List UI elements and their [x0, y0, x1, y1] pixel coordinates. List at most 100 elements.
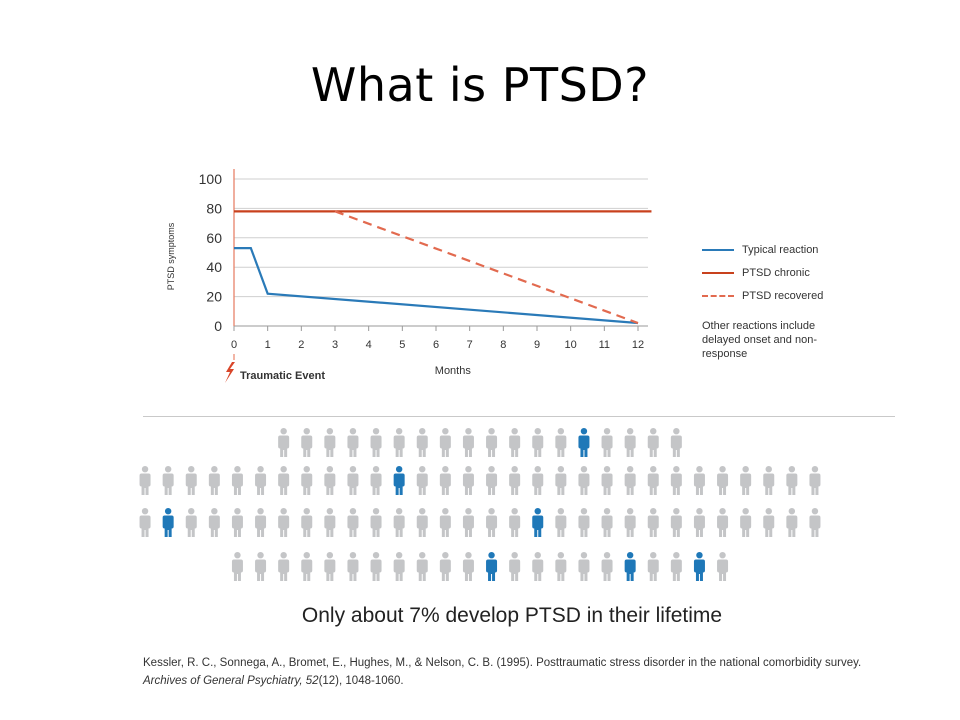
person-icon: [278, 552, 290, 581]
citation: Kessler, R. C., Sonnega, A., Bromet, E.,…: [143, 654, 903, 690]
chart-series: [234, 210, 652, 325]
person-icon: [647, 466, 659, 495]
person-icon-highlighted: [486, 552, 498, 581]
person-icon: [324, 552, 336, 581]
person-icon: [624, 466, 636, 495]
person-icon: [370, 428, 382, 457]
person-icon: [693, 466, 705, 495]
person-icon: [278, 428, 290, 457]
chart-note: Other reactions include delayed onset an…: [702, 320, 817, 360]
citation-journal: Archives of General Psychiatry, 52: [143, 675, 319, 687]
person-icon: [278, 508, 290, 537]
person-icon: [370, 508, 382, 537]
x-tick-label: 9: [534, 339, 540, 351]
x-tick-label: 7: [467, 339, 473, 351]
person-icon: [255, 508, 267, 537]
person-icon: [185, 466, 197, 495]
person-icon: [278, 466, 290, 495]
person-icon: [670, 508, 682, 537]
person-icon: [393, 428, 405, 457]
person-icon: [509, 428, 521, 457]
legend-label-chronic: PTSD chronic: [742, 266, 810, 279]
person-icon: [347, 552, 359, 581]
person-icon: [809, 508, 821, 537]
person-icon-highlighted: [693, 552, 705, 581]
person-icon: [578, 552, 590, 581]
x-tick-label: 6: [433, 339, 439, 351]
person-icon: [763, 508, 775, 537]
person-icon: [601, 466, 613, 495]
person-icon: [624, 508, 636, 537]
person-icon: [231, 466, 243, 495]
person-icon-highlighted: [162, 508, 174, 537]
legend-swatch-typical: [702, 248, 734, 251]
person-icon: [185, 508, 197, 537]
legend-label-typical: Typical reaction: [742, 243, 819, 256]
person-icon: [301, 428, 313, 457]
infographic-caption: Only about 7% develop PTSD in their life…: [301, 604, 723, 627]
person-icon: [139, 466, 151, 495]
y-axis-label: PTSD symptoms: [166, 222, 176, 290]
legend-swatch-chronic: [702, 271, 734, 274]
person-icon: [231, 508, 243, 537]
person-icon: [162, 466, 174, 495]
person-icon: [439, 508, 451, 537]
x-tick-label: 10: [565, 339, 577, 351]
person-icon: [601, 552, 613, 581]
person-icon: [740, 508, 752, 537]
person-icon: [462, 552, 474, 581]
x-tick-label: 1: [265, 339, 271, 351]
lightning-bolt-icon: [225, 362, 235, 383]
x-tick-label: 8: [500, 339, 506, 351]
person-icon: [208, 508, 220, 537]
chart-axes: [233, 169, 648, 360]
person-icon: [301, 466, 313, 495]
person-icon-highlighted: [578, 428, 590, 457]
person-icon: [578, 466, 590, 495]
person-icon: [670, 466, 682, 495]
person-icon: [786, 466, 798, 495]
person-icon: [393, 508, 405, 537]
person-icon: [324, 466, 336, 495]
person-icon: [301, 508, 313, 537]
person-icon: [509, 508, 521, 537]
citation-text: Kessler, R. C., Sonnega, A., Bromet, E.,…: [143, 657, 862, 669]
person-icon: [462, 508, 474, 537]
person-icon: [208, 466, 220, 495]
chart-legend: Typical reaction PTSD chronic PTSD recov…: [702, 238, 882, 361]
legend-item-recovered: PTSD recovered: [702, 284, 882, 307]
x-tick-label: 5: [399, 339, 405, 351]
legend-item-chronic: PTSD chronic: [702, 261, 882, 284]
person-icon: [231, 552, 243, 581]
person-icon: [555, 552, 567, 581]
person-icon: [670, 552, 682, 581]
person-icon: [393, 552, 405, 581]
person-icon: [439, 466, 451, 495]
y-tick-label: 60: [206, 230, 222, 246]
y-tick-label: 100: [199, 171, 223, 187]
person-icon: [532, 552, 544, 581]
person-icon: [370, 466, 382, 495]
person-icon: [347, 428, 359, 457]
citation-pages: (12), 1048-1060.: [318, 675, 404, 687]
x-axis-label: Months: [435, 365, 472, 377]
person-icon: [809, 466, 821, 495]
person-icon: [647, 552, 659, 581]
person-icon: [717, 508, 729, 537]
person-icon: [763, 466, 775, 495]
person-icon-highlighted: [532, 508, 544, 537]
person-icon: [509, 552, 521, 581]
person-icon: [693, 508, 705, 537]
person-icon: [139, 508, 151, 537]
person-icon: [740, 466, 752, 495]
series-line-recovered: [334, 210, 639, 325]
person-icon: [324, 428, 336, 457]
person-icon: [439, 428, 451, 457]
x-tick-label: 0: [231, 339, 237, 351]
person-icon: [301, 552, 313, 581]
person-icon: [486, 508, 498, 537]
event-annotation: Traumatic Event: [240, 370, 325, 382]
person-icon: [509, 466, 521, 495]
